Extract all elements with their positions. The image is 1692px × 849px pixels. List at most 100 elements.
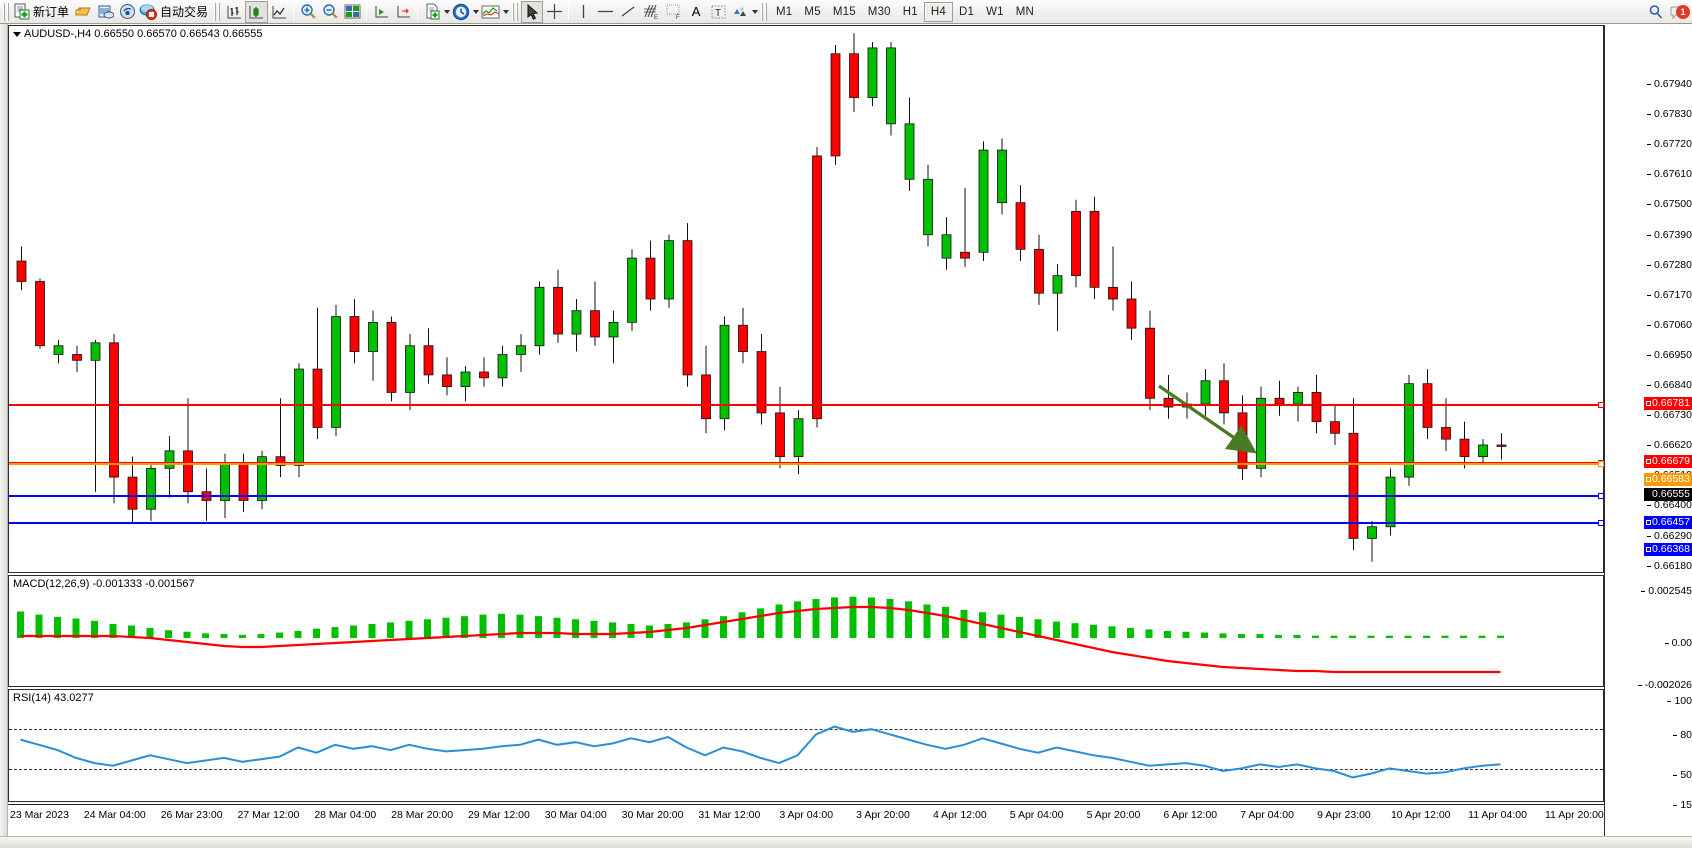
navigator-icon xyxy=(119,3,136,20)
periodicity-button[interactable] xyxy=(450,1,472,23)
line-chart-icon xyxy=(271,4,288,20)
grid-icon xyxy=(344,4,361,19)
vertical-scrollbar[interactable] xyxy=(0,24,8,836)
price-tag-resistance-upper[interactable]: 0.66781 xyxy=(1644,397,1692,410)
timeframe-mn[interactable]: MN xyxy=(1015,5,1035,18)
toolbar-grip[interactable] xyxy=(3,2,10,21)
candlestick-series xyxy=(16,33,1507,562)
svg-text:F: F xyxy=(676,15,680,20)
price-tick-2: 0.67720 xyxy=(1647,138,1692,150)
navigator-button[interactable] xyxy=(116,1,138,23)
timeframe-m5[interactable]: M5 xyxy=(804,5,821,18)
text-box-icon: T xyxy=(710,4,727,20)
toolbar-grip-4[interactable] xyxy=(761,2,769,21)
time-label-6: 29 Mar 12:00 xyxy=(467,809,530,821)
time-label-2: 26 Mar 23:00 xyxy=(160,809,223,821)
channel-tool-button[interactable]: F xyxy=(662,1,685,23)
price-tick-3: 0.67610 xyxy=(1647,168,1692,180)
price-tag-support-lower[interactable]: 0.66368 xyxy=(1644,543,1692,556)
toolbar-separator-2 xyxy=(366,2,368,21)
zoom-out-button[interactable] xyxy=(319,1,341,23)
timeframe-m30[interactable]: M30 xyxy=(867,5,891,18)
text-box-tool-button[interactable]: T xyxy=(707,1,729,23)
rsi-level-80 xyxy=(9,729,1603,730)
price-line-resistance-upper[interactable] xyxy=(9,402,1604,408)
chart-dropdown-arrow-icon[interactable] xyxy=(13,31,21,37)
price-tick-16: 0.66180 xyxy=(1647,560,1692,572)
fibonacci-tool-button[interactable]: E xyxy=(639,1,662,23)
price-tick-14: 0.66400 xyxy=(1647,499,1692,511)
price-tag-pivot[interactable]: 0.66583 xyxy=(1644,473,1692,486)
auto-trading-button[interactable]: 自动交易 xyxy=(138,1,211,23)
crosshair-icon xyxy=(546,3,563,20)
shapes-tool-button[interactable] xyxy=(729,1,751,23)
rsi-tick-80: 80 xyxy=(1673,729,1692,741)
channel-icon: F xyxy=(664,3,683,20)
time-label-8: 30 Mar 20:00 xyxy=(621,809,684,821)
timeframe-w1[interactable]: W1 xyxy=(986,5,1004,18)
auto-scroll-icon xyxy=(373,4,390,20)
toolbar-grip-3[interactable] xyxy=(512,2,520,21)
bar-chart-button[interactable] xyxy=(223,1,245,23)
price-line-pivot[interactable] xyxy=(9,461,1604,467)
trendline-tool-button[interactable] xyxy=(617,1,639,23)
price-line-support-upper[interactable] xyxy=(9,493,1604,499)
horizontal-line-tool-button[interactable] xyxy=(594,1,617,23)
data-window-button[interactable] xyxy=(94,1,116,23)
indicators-caret-icon[interactable] xyxy=(503,9,510,14)
timeframe-m1[interactable]: M1 xyxy=(776,5,793,18)
toolbar-separator-4 xyxy=(568,2,570,21)
timeframe-h1[interactable]: H1 xyxy=(902,5,918,18)
shapes-caret-icon[interactable] xyxy=(752,9,759,14)
macd-series xyxy=(17,596,1504,674)
price-tick-4: 0.67500 xyxy=(1647,198,1692,210)
price-tick-10: 0.66840 xyxy=(1647,379,1692,391)
macd-pane[interactable]: MACD(12,26,9) -0.001333 -0.001567 xyxy=(8,575,1604,687)
candlestick-chart-button[interactable] xyxy=(245,0,269,23)
price-line-support-lower[interactable] xyxy=(9,520,1604,526)
zoom-in-button[interactable] xyxy=(297,1,319,23)
price-tick-9: 0.66950 xyxy=(1647,349,1692,361)
toolbar-separator-3 xyxy=(417,2,419,21)
templates-caret-icon[interactable] xyxy=(444,9,451,14)
price-pane[interactable]: AUDUSD-,H4 0.66550 0.66570 0.66543 0.665… xyxy=(8,25,1604,573)
svg-text:T: T xyxy=(715,8,721,19)
search-icon[interactable] xyxy=(1648,4,1664,20)
price-tag-current[interactable]: 0.66555 xyxy=(1644,488,1692,501)
down-trend-arrow-icon[interactable] xyxy=(1149,376,1269,466)
notifications-button[interactable]: 1 xyxy=(1670,4,1690,20)
horizontal-line-icon xyxy=(596,5,615,18)
price-tick-6: 0.67280 xyxy=(1647,259,1692,271)
rsi-series xyxy=(20,725,1501,779)
indicators-button[interactable] xyxy=(479,1,502,23)
price-tag-support-upper[interactable]: 0.66457 xyxy=(1644,516,1692,529)
price-axis[interactable]: 0.67940 0.67830 0.67720 0.67610 0.67500 0.673… xyxy=(1604,25,1692,837)
price-tag-resistance-lower[interactable]: 0.66679 xyxy=(1644,455,1692,468)
line-chart-button[interactable] xyxy=(268,1,290,23)
timeframe-h4[interactable]: H4 xyxy=(923,1,953,22)
text-a-icon: A xyxy=(691,4,701,19)
chart-grid-button[interactable] xyxy=(341,1,363,23)
timeframe-m15[interactable]: M15 xyxy=(832,5,856,18)
price-tick-8: 0.67060 xyxy=(1647,319,1692,331)
vertical-line-tool-button[interactable] xyxy=(572,1,594,23)
horizontal-scrollbar[interactable] xyxy=(0,836,1692,848)
price-tick-11: 0.66730 xyxy=(1647,409,1692,421)
text-label-tool-button[interactable]: A xyxy=(685,1,707,23)
time-label-11: 3 Apr 20:00 xyxy=(856,809,910,821)
time-label-5: 28 Mar 20:00 xyxy=(391,809,454,821)
chart-shift-button[interactable] xyxy=(392,1,414,23)
cursor-tool-button[interactable] xyxy=(521,0,544,23)
auto-scroll-button[interactable] xyxy=(370,1,392,23)
templates-button[interactable] xyxy=(421,1,443,23)
crosshair-tool-button[interactable] xyxy=(543,1,565,23)
time-axis[interactable]: 23 Mar 2023 24 Mar 04:00 26 Mar 23:00 27 Ma… xyxy=(8,804,1604,826)
periodicity-caret-icon[interactable] xyxy=(473,9,480,14)
toolbar-grip-2[interactable] xyxy=(214,2,222,21)
zoom-out-icon xyxy=(322,3,339,20)
time-label-0: 23 Mar 2023 xyxy=(10,809,69,821)
timeframe-d1[interactable]: D1 xyxy=(959,5,975,18)
terminal-button[interactable] xyxy=(72,1,94,23)
new-order-button[interactable]: 新订单 xyxy=(12,1,72,23)
rsi-pane[interactable]: RSI(14) 43.0277 xyxy=(8,689,1604,802)
